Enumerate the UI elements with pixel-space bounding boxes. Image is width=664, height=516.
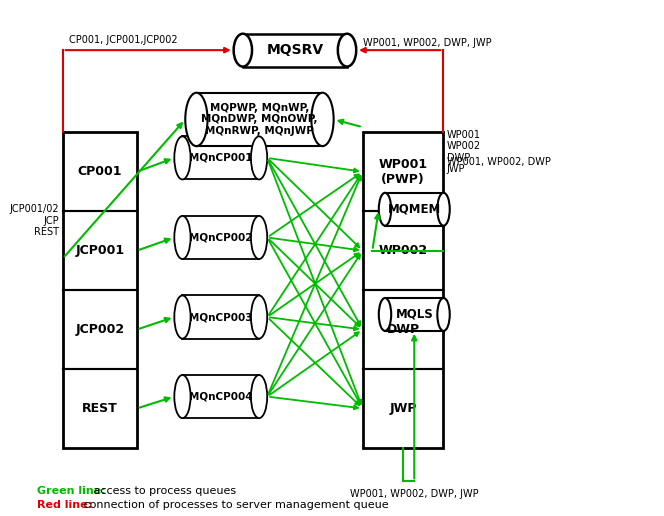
Text: JCP001/02
JCP
REST: JCP001/02 JCP REST <box>10 204 60 237</box>
Ellipse shape <box>311 93 333 146</box>
Ellipse shape <box>438 193 450 225</box>
Text: WP002: WP002 <box>378 244 428 257</box>
Ellipse shape <box>185 93 208 146</box>
Ellipse shape <box>251 216 267 259</box>
Text: MQMEM: MQMEM <box>388 203 441 216</box>
Text: Red line:: Red line: <box>37 500 92 510</box>
Text: WP001, WP002, DWP, JWP: WP001, WP002, DWP, JWP <box>363 38 491 47</box>
Text: MQLS: MQLS <box>395 308 433 321</box>
Text: MQnCP003: MQnCP003 <box>189 312 252 322</box>
Ellipse shape <box>251 136 267 180</box>
Text: WP001
WP002
DWP
JWP: WP001 WP002 DWP JWP <box>446 130 481 174</box>
Text: JWP: JWP <box>389 402 417 415</box>
Text: DWP: DWP <box>386 323 420 336</box>
FancyBboxPatch shape <box>197 93 323 146</box>
Ellipse shape <box>251 375 267 418</box>
Text: access to process queues: access to process queues <box>90 487 236 496</box>
Ellipse shape <box>251 296 267 338</box>
FancyBboxPatch shape <box>183 136 259 180</box>
Ellipse shape <box>175 375 191 418</box>
Ellipse shape <box>234 34 252 67</box>
Text: JCP001: JCP001 <box>75 244 124 257</box>
Text: MQnCP004: MQnCP004 <box>189 392 252 401</box>
Text: MQSRV: MQSRV <box>266 43 323 57</box>
Text: WP001, WP002, DWP, JWP: WP001, WP002, DWP, JWP <box>350 489 479 499</box>
Ellipse shape <box>175 136 191 180</box>
Ellipse shape <box>378 298 391 331</box>
FancyBboxPatch shape <box>363 132 444 448</box>
Text: JCP002: JCP002 <box>75 323 124 336</box>
Text: CP001: CP001 <box>78 165 122 178</box>
Text: MQnCP001: MQnCP001 <box>189 153 252 163</box>
FancyBboxPatch shape <box>183 375 259 418</box>
Ellipse shape <box>438 298 450 331</box>
Text: WP001, WP002, DWP: WP001, WP002, DWP <box>446 156 550 167</box>
FancyBboxPatch shape <box>385 298 444 331</box>
Text: WP001
(PWP): WP001 (PWP) <box>378 158 428 186</box>
FancyBboxPatch shape <box>183 216 259 259</box>
Ellipse shape <box>378 193 391 225</box>
Text: REST: REST <box>82 402 118 415</box>
Text: MQnCP002: MQnCP002 <box>189 233 252 243</box>
FancyBboxPatch shape <box>385 193 444 225</box>
Ellipse shape <box>338 34 356 67</box>
Text: CP001, JCP001,JCP002: CP001, JCP001,JCP002 <box>69 35 178 45</box>
Text: connection of processes to server management queue: connection of processes to server manage… <box>80 500 388 510</box>
FancyBboxPatch shape <box>62 132 137 448</box>
Ellipse shape <box>175 296 191 338</box>
FancyBboxPatch shape <box>243 34 347 67</box>
Text: MQPWP, MQnWP,
MQnDWP, MQnOWP,
MQnRWP, MQnJWP: MQPWP, MQnWP, MQnDWP, MQnOWP, MQnRWP, MQ… <box>201 103 317 136</box>
Text: Green line:: Green line: <box>37 487 106 496</box>
Ellipse shape <box>175 216 191 259</box>
FancyBboxPatch shape <box>183 296 259 338</box>
